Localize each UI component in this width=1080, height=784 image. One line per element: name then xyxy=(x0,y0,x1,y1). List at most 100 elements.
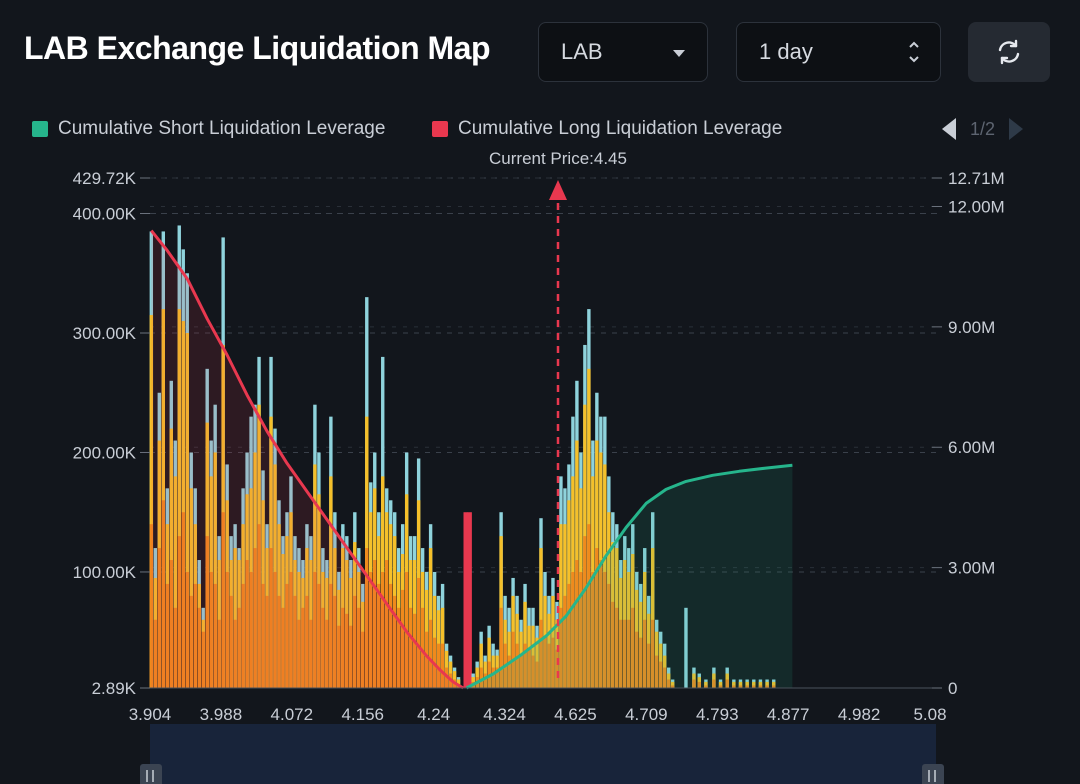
bar xyxy=(341,524,345,688)
x-axis-tick-label: 4.24 xyxy=(417,705,450,724)
bar-orange xyxy=(436,643,441,688)
bar xyxy=(229,536,233,688)
bar xyxy=(169,380,173,688)
bar-orange xyxy=(273,571,277,688)
bar xyxy=(583,344,587,688)
refresh-icon xyxy=(998,39,1020,65)
bar-orange xyxy=(619,619,623,688)
bar xyxy=(567,464,571,688)
period-select[interactable]: 1 day xyxy=(736,22,941,82)
bar-orange xyxy=(369,571,373,688)
bar-orange xyxy=(563,595,567,688)
bar-orange xyxy=(396,607,401,688)
bar xyxy=(385,488,389,688)
bar-orange xyxy=(440,643,445,688)
current-price-annotation: Current Price:4.45 xyxy=(489,149,627,168)
bar xyxy=(269,356,273,688)
bar-yellow xyxy=(765,681,769,688)
bar xyxy=(611,512,615,688)
bar-orange xyxy=(631,607,635,688)
current-price-marker: Current Price:4.45 xyxy=(489,149,627,678)
bar-orange xyxy=(393,595,397,688)
bar-yellow xyxy=(539,548,543,688)
bar xyxy=(305,524,309,688)
bar-yellow xyxy=(745,681,749,688)
bar-orange xyxy=(349,625,353,688)
left-axis-tick-label: 400.00K xyxy=(73,205,137,224)
bar xyxy=(635,571,639,688)
bar-orange xyxy=(281,607,285,688)
bar xyxy=(297,548,301,688)
bar-orange xyxy=(153,619,158,688)
bar-orange xyxy=(587,524,591,688)
bar-orange xyxy=(253,548,257,688)
bar xyxy=(758,679,763,688)
bar-orange xyxy=(523,643,527,688)
bar xyxy=(353,512,357,688)
legend-swatch-long xyxy=(432,121,448,137)
bar-orange xyxy=(169,560,173,688)
bar xyxy=(658,631,663,688)
bar-orange xyxy=(772,685,776,688)
bar xyxy=(293,536,297,688)
bar-orange xyxy=(177,536,181,688)
bar-orange xyxy=(595,548,599,688)
refresh-button[interactable] xyxy=(968,22,1050,82)
bar-orange xyxy=(165,583,169,688)
prev-page-icon[interactable] xyxy=(942,118,956,140)
bar-yellow xyxy=(161,309,165,688)
bar xyxy=(361,583,365,688)
bar-yellow xyxy=(732,681,736,688)
bar xyxy=(555,601,559,688)
range-handle-grip xyxy=(922,764,944,784)
bar-orange xyxy=(420,607,425,688)
legend-item-short[interactable]: Cumulative Short Liquidation Leverage xyxy=(32,118,385,140)
bar-cyan xyxy=(684,607,688,688)
bar xyxy=(603,416,607,688)
x-axis-tick-label: 3.988 xyxy=(200,705,243,724)
bar-orange xyxy=(161,500,165,688)
bar-orange xyxy=(257,524,261,688)
x-axis-tick-label: 4.982 xyxy=(838,705,881,724)
next-page-icon[interactable] xyxy=(1009,118,1024,140)
bar-yellow xyxy=(173,476,177,688)
bar xyxy=(523,583,527,688)
range-handle-left[interactable] xyxy=(140,764,162,784)
bar-orange xyxy=(499,607,503,688)
bar-orange xyxy=(217,619,221,688)
bar xyxy=(301,560,305,688)
bar xyxy=(181,249,185,688)
bar-yellow xyxy=(169,428,173,688)
bar xyxy=(381,356,385,688)
bar xyxy=(321,548,325,688)
current-price-arrow-icon xyxy=(549,180,567,200)
bar xyxy=(408,536,413,688)
bar-yellow xyxy=(428,548,433,688)
bar xyxy=(712,667,716,688)
bar-orange xyxy=(233,619,237,688)
bar-orange xyxy=(666,679,671,688)
bar-yellow xyxy=(772,681,776,688)
bar-orange xyxy=(535,661,539,688)
bar-orange xyxy=(635,631,639,688)
bar xyxy=(551,577,555,688)
bar-orange xyxy=(353,595,357,688)
legend-item-long[interactable]: Cumulative Long Liquidation Leverage xyxy=(432,118,782,140)
bar-orange xyxy=(559,607,563,688)
bar-orange xyxy=(229,595,233,688)
bar-orange xyxy=(149,524,154,688)
bar xyxy=(732,679,736,688)
bar-yellow xyxy=(185,332,189,688)
x-axis-tick-label: 4.156 xyxy=(341,705,384,724)
bar-orange xyxy=(197,607,201,688)
range-handle-right[interactable] xyxy=(922,764,944,784)
bar xyxy=(412,536,417,688)
asset-select[interactable]: LAB xyxy=(538,22,708,82)
bar-yellow xyxy=(738,681,743,688)
bar-orange xyxy=(428,619,433,688)
bar xyxy=(273,428,277,688)
bar-orange xyxy=(289,571,293,688)
bar-orange xyxy=(567,583,571,688)
bar xyxy=(173,440,177,688)
